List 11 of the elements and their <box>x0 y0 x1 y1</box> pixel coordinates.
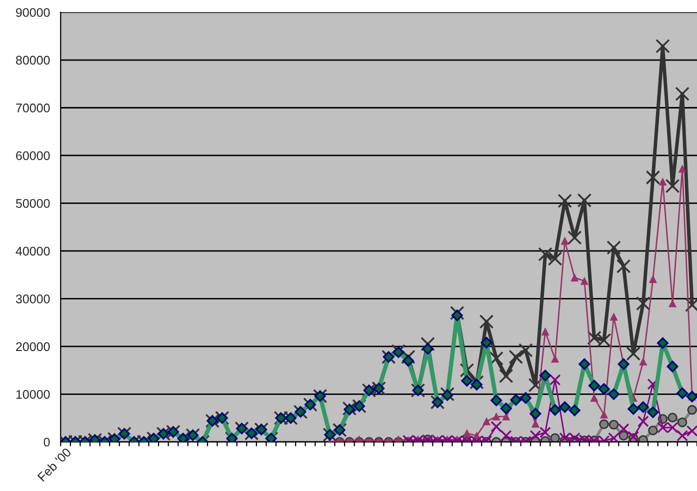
y-tick-label: 20000 <box>16 342 50 352</box>
y-tick-label: 40000 <box>16 246 50 256</box>
y-tick-label: 60000 <box>16 151 50 160</box>
y-tick-label: 50000 <box>16 199 50 208</box>
y-tick-label: 90000 <box>16 8 50 17</box>
x-tick-label: Feb '00 <box>37 447 72 482</box>
y-tick-label: 10000 <box>16 390 50 399</box>
y-tick-label: 30000 <box>16 294 50 304</box>
y-tick-label: 70000 <box>16 104 50 112</box>
y-tick-label: 0 <box>44 438 50 447</box>
y-tick-label: 80000 <box>16 56 50 65</box>
